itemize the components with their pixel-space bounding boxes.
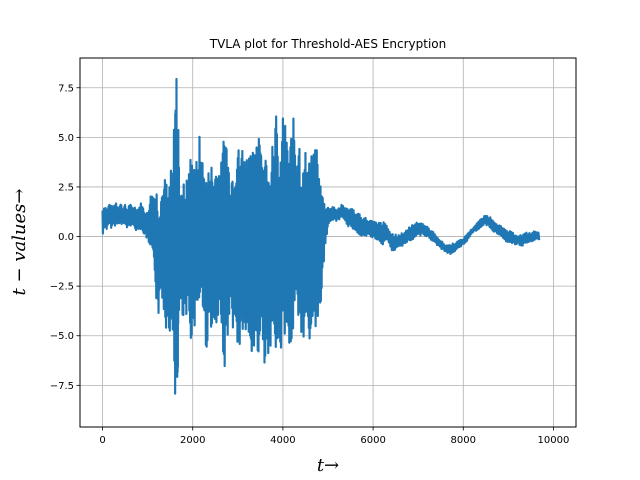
y-axis-label: t − values→ [9, 189, 30, 296]
x-tick-label: 0 [99, 435, 105, 446]
y-tick-label: 7.5 [58, 83, 74, 94]
y-tick-label: −7.5 [50, 381, 74, 392]
x-tick-label: 10000 [538, 435, 570, 446]
x-axis-label: t→ [317, 455, 339, 476]
y-tick-label: −2.5 [50, 282, 74, 293]
x-axis-ticks: 0 2000 4000 6000 8000 10000 [99, 427, 569, 446]
plot-frame [79, 57, 577, 428]
chart-title: TVLA plot for Threshold-AES Encryption [209, 37, 447, 51]
y-tick-label: 0.0 [58, 232, 74, 243]
y-tick-label: 5.0 [58, 133, 74, 144]
y-tick-label: −5.0 [50, 331, 74, 342]
y-tick-label: 2.5 [58, 182, 74, 193]
y-axis-ticks: −7.5 −5.0 −2.5 0.0 2.5 5.0 7.5 [50, 83, 80, 392]
series-line [101, 77, 541, 395]
x-tick-label: 6000 [360, 435, 385, 446]
plot-area [101, 77, 541, 395]
x-tick-label: 8000 [451, 435, 476, 446]
x-tick-label: 2000 [180, 435, 205, 446]
x-tick-label: 4000 [270, 435, 295, 446]
